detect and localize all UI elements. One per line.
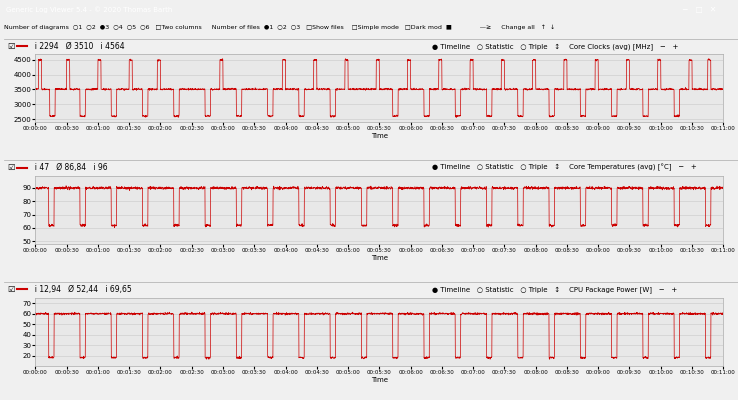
Text: i 2294   Ø 3510   i 4564: i 2294 Ø 3510 i 4564 <box>30 42 124 51</box>
Text: ● Timeline   ○ Statistic   ○ Triple   ↕    Core Temperatures (avg) [°C]   −   +: ● Timeline ○ Statistic ○ Triple ↕ Core T… <box>432 164 697 171</box>
Text: ● Timeline   ○ Statistic   ○ Triple   ↕    Core Clocks (avg) [MHz]   −   +: ● Timeline ○ Statistic ○ Triple ↕ Core C… <box>432 43 678 50</box>
Text: ☑: ☑ <box>7 42 15 51</box>
Text: ☑: ☑ <box>7 163 15 172</box>
Text: ☑: ☑ <box>7 285 15 294</box>
Text: Number of diagrams  ○1  ○2  ●3  ○4  ○5  ○6   □Two columns     Number of files  ●: Number of diagrams ○1 ○2 ●3 ○4 ○5 ○6 □Tw… <box>4 24 555 30</box>
Text: Generic Log Viewer 5.4 - © 2020 Thomas Barth: Generic Log Viewer 5.4 - © 2020 Thomas B… <box>6 6 172 13</box>
X-axis label: Time: Time <box>370 132 388 138</box>
Text: ● Timeline   ○ Statistic   ○ Triple   ↕    CPU Package Power [W]   −   +: ● Timeline ○ Statistic ○ Triple ↕ CPU Pa… <box>432 286 677 293</box>
Text: i 12,94   Ø 52,44   i 69,65: i 12,94 Ø 52,44 i 69,65 <box>30 285 131 294</box>
Text: −   □   ✕: − □ ✕ <box>682 5 716 14</box>
X-axis label: Time: Time <box>370 254 388 260</box>
Text: i 47   Ø 86,84   i 96: i 47 Ø 86,84 i 96 <box>30 163 107 172</box>
X-axis label: Time: Time <box>370 376 388 382</box>
